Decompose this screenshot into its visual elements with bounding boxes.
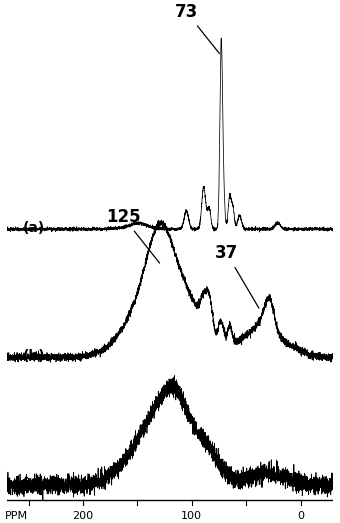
Text: 37: 37 [215, 244, 259, 308]
Text: 0: 0 [297, 511, 304, 521]
Text: (a): (a) [23, 221, 45, 235]
Text: 200: 200 [72, 511, 94, 521]
Text: (c): (c) [23, 477, 44, 491]
Text: PPM: PPM [5, 511, 28, 521]
Text: 100: 100 [181, 511, 202, 521]
Text: 125: 125 [106, 208, 159, 263]
Text: 73: 73 [175, 3, 219, 53]
Text: (b): (b) [23, 349, 46, 363]
